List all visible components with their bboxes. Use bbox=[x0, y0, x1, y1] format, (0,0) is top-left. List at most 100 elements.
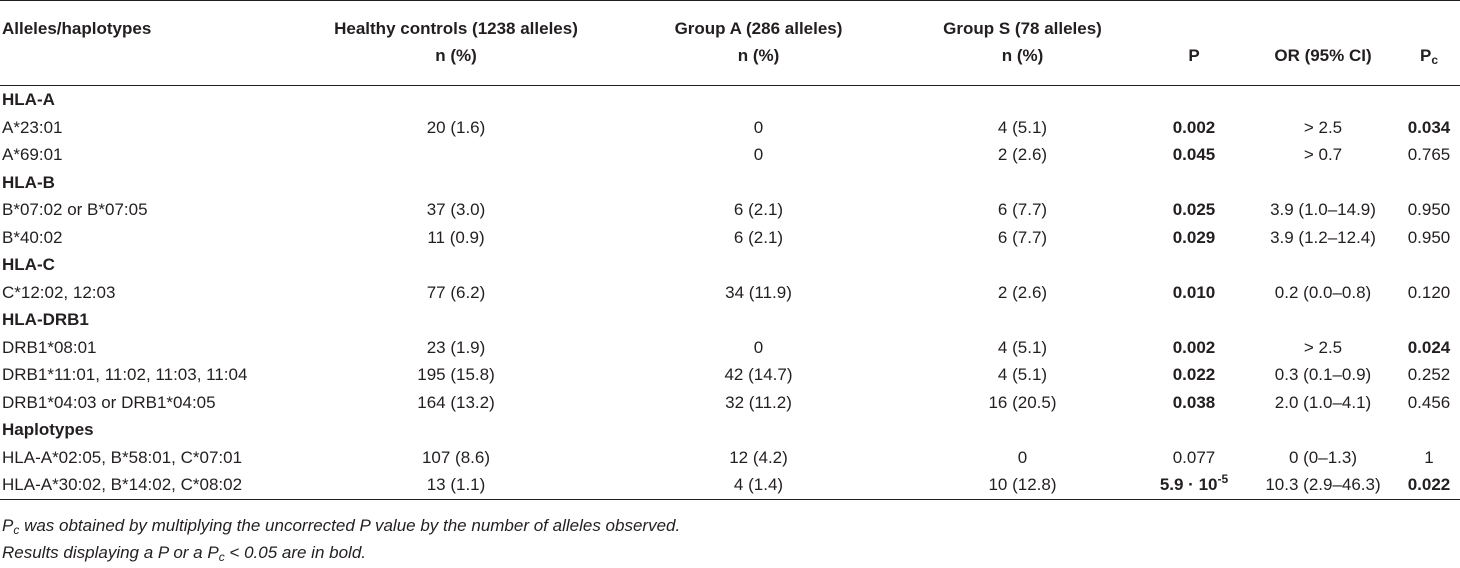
p-value-base: 5.9 · 10 bbox=[1159, 475, 1218, 495]
table-header-row: Alleles/haplotypes Healthy controls (123… bbox=[0, 0, 1460, 86]
section-label-hla-drb1: HLA-DRB1 bbox=[2, 310, 89, 330]
group-a-cell: 0 bbox=[753, 117, 764, 137]
or-cell: 0.3 (0.1–0.9) bbox=[1274, 365, 1372, 385]
section-label-hla-b: HLA-B bbox=[2, 172, 55, 192]
p-value-cell: 0.022 bbox=[1172, 365, 1216, 385]
pc-cell: 0.950 bbox=[1407, 200, 1451, 220]
or-cell: 2.0 (1.0–4.1) bbox=[1274, 392, 1372, 412]
group-a-cell: 6 (2.1) bbox=[733, 227, 784, 247]
controls-cell: 13 (1.1) bbox=[300, 471, 612, 500]
header-group-s: Group S (78 alleles) n (%) bbox=[905, 0, 1140, 86]
controls-cell: 107 (8.6) bbox=[421, 447, 491, 467]
or-cell: > 0.7 bbox=[1303, 145, 1343, 165]
group-a-cell: 12 (4.2) bbox=[729, 447, 788, 467]
allele-cell: DRB1*11:01, 11:02, 11:03, 11:04 bbox=[2, 365, 248, 385]
group-s-cell: 16 (20.5) bbox=[988, 392, 1057, 412]
header-pc: Pc bbox=[1398, 0, 1460, 86]
group-s-cell: 6 (7.7) bbox=[997, 200, 1048, 220]
table-row: HLA-A*30:02, B*14:02, C*08:02 13 (1.1) 4… bbox=[0, 471, 1460, 500]
p-value-cell: 5.9 · 10-5 bbox=[1140, 471, 1248, 500]
controls-cell: 37 (3.0) bbox=[426, 200, 486, 220]
controls-cell: 195 (15.8) bbox=[417, 365, 495, 385]
header-p: P bbox=[1140, 0, 1248, 86]
pc-cell: 0.456 bbox=[1407, 392, 1451, 412]
section-label-hla-c: HLA-C bbox=[2, 255, 55, 275]
p-value-cell: 0.045 bbox=[1172, 145, 1216, 165]
allele-cell: C*12:02, 12:03 bbox=[2, 282, 116, 302]
pc-cell: 0.252 bbox=[1407, 365, 1451, 385]
header-alleles: Alleles/haplotypes bbox=[0, 0, 300, 86]
table-row: B*07:02 or B*07:05 37 (3.0) 6 (2.1) 6 (7… bbox=[0, 196, 1460, 224]
header-or: OR (95% CI) bbox=[1248, 0, 1398, 86]
table-row: DRB1*11:01, 11:02, 11:03, 11:04 195 (15.… bbox=[0, 361, 1460, 389]
table-row: DRB1*08:01 23 (1.9) 0 4 (5.1) 0.002 > 2.… bbox=[0, 334, 1460, 362]
pc-cell: 1 bbox=[1424, 447, 1434, 467]
group-a-cell: 0 bbox=[753, 337, 764, 357]
table-footnotes: Pc was obtained by multiplying the uncor… bbox=[0, 512, 1460, 566]
allele-cell: B*40:02 bbox=[2, 227, 63, 247]
table-row: C*12:02, 12:03 77 (6.2) 34 (11.9) 2 (2.6… bbox=[0, 279, 1460, 307]
allele-cell: DRB1*08:01 bbox=[2, 337, 97, 357]
section-label-haplotypes: Haplotypes bbox=[2, 420, 94, 440]
header-group-a-title: Group A (286 alleles) bbox=[674, 19, 843, 38]
group-a-cell: 42 (14.7) bbox=[724, 365, 793, 385]
group-s-cell: 4 (5.1) bbox=[997, 337, 1048, 357]
group-s-cell: 10 (12.8) bbox=[905, 471, 1140, 500]
group-a-cell: 6 (2.1) bbox=[733, 200, 784, 220]
header-group-a: Group A (286 alleles) n (%) bbox=[612, 0, 905, 86]
group-a-cell: 0 bbox=[753, 145, 764, 165]
section-row-haplotypes: Haplotypes bbox=[0, 416, 1460, 444]
allele-cell: A*23:01 bbox=[2, 117, 63, 137]
pc-cell: 0.024 bbox=[1407, 337, 1451, 357]
p-value-cell: 0.029 bbox=[1172, 227, 1216, 247]
allele-cell: DRB1*04:03 or DRB1*04:05 bbox=[2, 392, 216, 412]
header-healthy-controls-title: Healthy controls (1238 alleles) bbox=[334, 19, 578, 38]
or-cell: 10.3 (2.9–46.3) bbox=[1248, 471, 1398, 500]
table-row: HLA-A*02:05, B*58:01, C*07:01 107 (8.6) … bbox=[0, 444, 1460, 472]
p-value-cell: 0.077 bbox=[1172, 447, 1216, 467]
pc-cell: 0.765 bbox=[1407, 145, 1451, 165]
pc-cell: 0.034 bbox=[1407, 117, 1451, 137]
or-cell: 0.2 (0.0–0.8) bbox=[1274, 282, 1372, 302]
controls-cell: 20 (1.6) bbox=[426, 117, 486, 137]
controls-cell: 23 (1.9) bbox=[426, 337, 486, 357]
allele-cell: B*07:02 or B*07:05 bbox=[2, 200, 148, 220]
or-cell: 0 (0–1.3) bbox=[1288, 447, 1358, 467]
p-value-cell: 0.002 bbox=[1172, 117, 1216, 137]
group-s-cell: 2 (2.6) bbox=[997, 145, 1048, 165]
p-value-exponent: -5 bbox=[1217, 472, 1229, 487]
section-row-hla-drb1: HLA-DRB1 bbox=[0, 306, 1460, 334]
header-group-s-title: Group S (78 alleles) bbox=[943, 19, 1102, 38]
group-a-cell: 34 (11.9) bbox=[725, 282, 792, 302]
table-row: A*23:01 20 (1.6) 0 4 (5.1) 0.002 > 2.5 0… bbox=[0, 114, 1460, 142]
pc-cell: 0.950 bbox=[1407, 227, 1451, 247]
or-cell: > 2.5 bbox=[1303, 337, 1343, 357]
allele-cell: HLA-A*30:02, B*14:02, C*08:02 bbox=[0, 471, 300, 500]
section-row-hla-c: HLA-C bbox=[0, 251, 1460, 279]
section-label-hla-a: HLA-A bbox=[2, 90, 55, 110]
table-row: A*69:01 0 2 (2.6) 0.045 > 0.7 0.765 bbox=[0, 141, 1460, 169]
allele-cell: HLA-A*02:05, B*58:01, C*07:01 bbox=[2, 447, 243, 467]
or-cell: 3.9 (1.2–12.4) bbox=[1270, 227, 1376, 247]
header-group-a-unit: n (%) bbox=[737, 46, 780, 65]
table-row: DRB1*04:03 or DRB1*04:05 164 (13.2) 32 (… bbox=[0, 389, 1460, 417]
table-row: B*40:02 11 (0.9) 6 (2.1) 6 (7.7) 0.029 3… bbox=[0, 224, 1460, 252]
pc-cell: 0.120 bbox=[1407, 282, 1451, 302]
header-healthy-controls: Healthy controls (1238 alleles) n (%) bbox=[300, 0, 612, 86]
controls-cell: 77 (6.2) bbox=[426, 282, 486, 302]
group-a-cell: 4 (1.4) bbox=[612, 471, 905, 500]
group-s-cell: 2 (2.6) bbox=[997, 282, 1048, 302]
footnote-bold-results: Results displaying a P or a Pc < 0.05 ar… bbox=[2, 542, 366, 564]
footnote-pc-definition: Pc was obtained by multiplying the uncor… bbox=[2, 515, 681, 537]
p-value-cell: 0.038 bbox=[1172, 392, 1216, 412]
hla-association-table: Alleles/haplotypes Healthy controls (123… bbox=[0, 0, 1460, 500]
or-cell: > 2.5 bbox=[1303, 117, 1343, 137]
allele-cell: A*69:01 bbox=[2, 145, 63, 165]
group-s-cell: 0 bbox=[1017, 447, 1028, 467]
section-row-hla-b: HLA-B bbox=[0, 169, 1460, 197]
pc-cell: 0.022 bbox=[1398, 471, 1460, 500]
group-a-cell: 32 (11.2) bbox=[725, 392, 792, 412]
p-value-cell: 0.010 bbox=[1172, 282, 1216, 302]
header-group-s-unit: n (%) bbox=[1001, 46, 1044, 65]
group-s-cell: 4 (5.1) bbox=[997, 365, 1048, 385]
